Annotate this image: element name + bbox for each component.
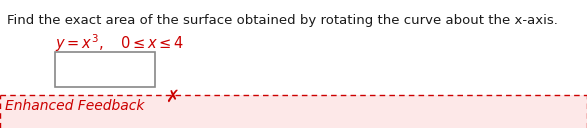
Text: Enhanced Feedback: Enhanced Feedback bbox=[5, 99, 144, 113]
Bar bbox=[55, 52, 155, 87]
Text: ✗: ✗ bbox=[165, 88, 179, 106]
Text: Find the exact area of the surface obtained by rotating the curve about the x-ax: Find the exact area of the surface obtai… bbox=[7, 14, 558, 27]
Text: $y = x^3, \quad 0 \leq x \leq 4$: $y = x^3, \quad 0 \leq x \leq 4$ bbox=[55, 32, 184, 54]
Bar bbox=[0, 95, 587, 128]
